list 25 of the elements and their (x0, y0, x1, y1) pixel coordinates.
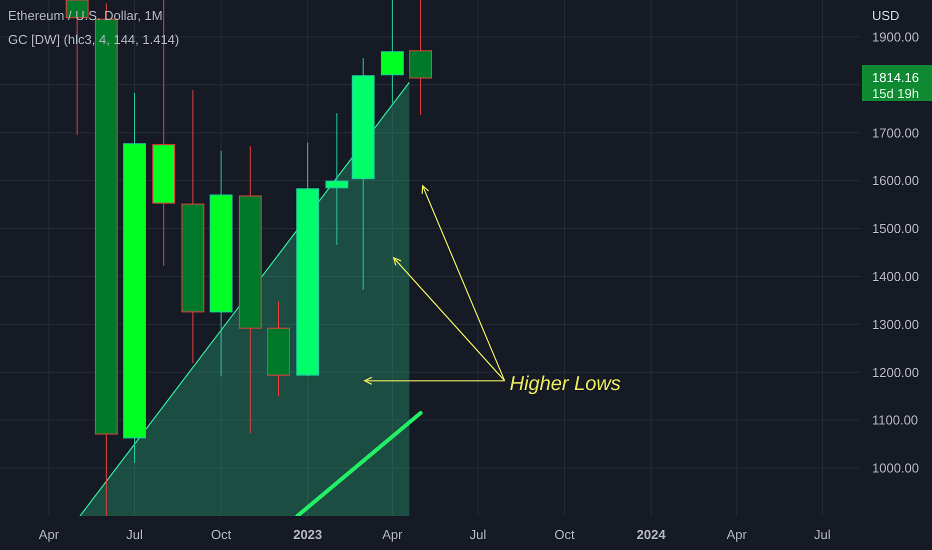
candlestick (325, 112, 348, 246)
x-tick-label: Apr (382, 527, 404, 542)
x-tick-label: Oct (554, 527, 576, 542)
y-tick-label: 1200.00 (872, 364, 919, 380)
text: 15d 19h (872, 86, 919, 102)
x-tick-label: Oct (211, 527, 232, 542)
text: 1814.16 (872, 70, 919, 86)
candlestick (380, 0, 404, 104)
y-axis-title: USD (872, 8, 900, 23)
x-tick-label: Jul (814, 527, 831, 542)
y-tick-label: 1100.00 (872, 412, 918, 428)
x-tick-label: 2023 (293, 527, 322, 542)
y-tick-label: 1700.00 (872, 125, 919, 140)
y-tick-label: 1400.00 (872, 268, 919, 284)
y-tick-label: 1600.00 (872, 173, 919, 188)
x-tick-label: Apr (38, 527, 60, 542)
y-tick-label: 1500.00 (872, 221, 919, 236)
y-tick-label: 1900.00 (872, 29, 919, 44)
x-tick-label: 2024 (636, 527, 666, 542)
x-tick-label: Jul (126, 527, 143, 542)
x-tick-label: Jul (470, 527, 486, 542)
annotation: Higher Lows (510, 372, 621, 395)
y-tick-label: 1300.00 (872, 316, 919, 332)
x-tick-label: Apr (726, 527, 748, 542)
y-tick-label: 1000.00 (872, 460, 919, 476)
